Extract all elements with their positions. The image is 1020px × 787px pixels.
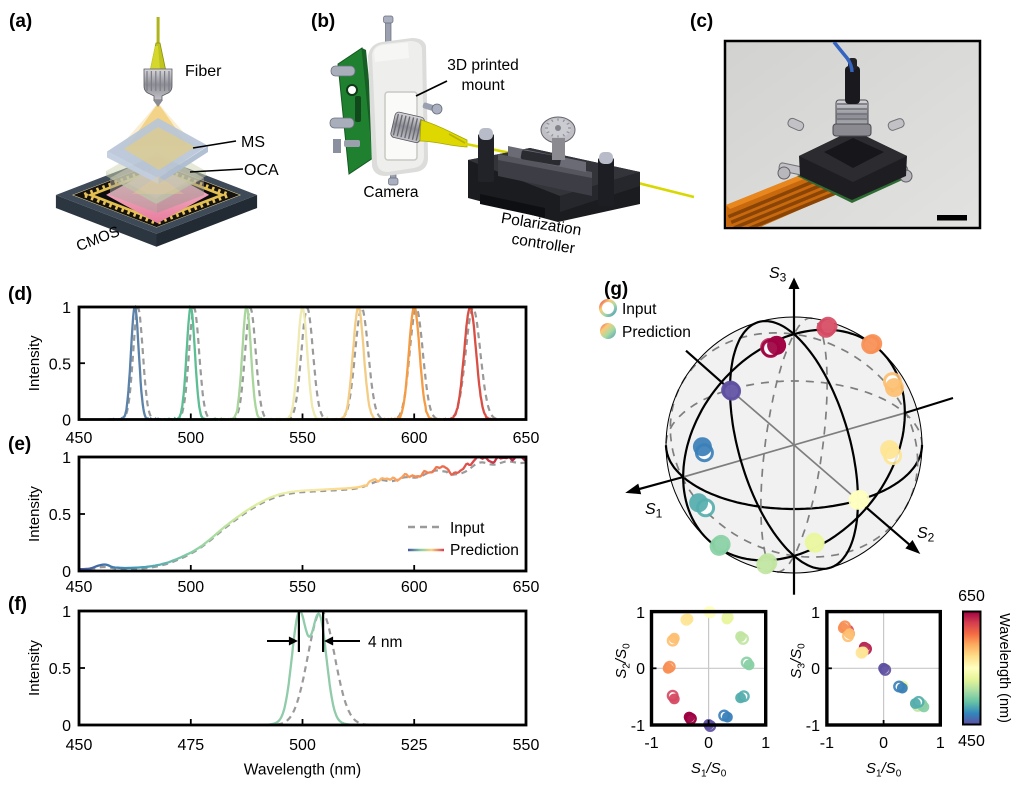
- svg-text:4 nm: 4 nm: [368, 634, 402, 651]
- svg-text:500: 500: [289, 737, 316, 754]
- svg-text:1: 1: [811, 605, 820, 622]
- svg-text:-1: -1: [820, 735, 834, 752]
- svg-text:0: 0: [62, 413, 71, 430]
- svg-text:600: 600: [401, 579, 428, 596]
- svg-text:mount: mount: [461, 77, 505, 94]
- svg-text:S3: S3: [769, 265, 787, 285]
- svg-text:1: 1: [62, 450, 71, 467]
- svg-text:S1: S1: [645, 501, 663, 521]
- svg-text:(a): (a): [9, 11, 32, 32]
- svg-text:-1: -1: [644, 735, 658, 752]
- svg-text:475: 475: [177, 737, 204, 754]
- svg-text:MS: MS: [241, 134, 265, 151]
- svg-text:3D printed: 3D printed: [447, 57, 519, 74]
- svg-text:500: 500: [177, 579, 204, 596]
- svg-text:525: 525: [401, 737, 428, 754]
- svg-text:0.5: 0.5: [49, 507, 71, 524]
- svg-text:Prediction: Prediction: [450, 542, 519, 559]
- svg-text:Wavelength (nm): Wavelength (nm): [244, 762, 361, 779]
- svg-text:550: 550: [513, 737, 540, 754]
- svg-text:1: 1: [761, 735, 770, 752]
- svg-text:Intensity: Intensity: [26, 335, 43, 391]
- svg-text:0: 0: [636, 661, 645, 678]
- svg-text:450: 450: [66, 737, 93, 754]
- svg-text:0.5: 0.5: [49, 356, 71, 373]
- svg-text:(f): (f): [8, 594, 27, 615]
- svg-text:OCA: OCA: [244, 162, 279, 179]
- svg-text:Camera: Camera: [363, 184, 419, 201]
- svg-text:1: 1: [62, 300, 71, 317]
- svg-text:S3/S0: S3/S0: [788, 643, 808, 679]
- svg-text:(d): (d): [8, 284, 32, 305]
- svg-text:450: 450: [958, 733, 985, 750]
- svg-text:Input: Input: [450, 520, 485, 537]
- svg-text:Input: Input: [622, 301, 657, 318]
- svg-text:550: 550: [289, 430, 316, 447]
- svg-text:1: 1: [936, 735, 945, 752]
- svg-text:650: 650: [513, 579, 540, 596]
- svg-text:S2/S0: S2/S0: [613, 643, 633, 679]
- svg-text:(e): (e): [8, 434, 31, 455]
- svg-text:650: 650: [958, 588, 985, 605]
- svg-text:Intensity: Intensity: [26, 640, 43, 696]
- svg-text:450: 450: [66, 579, 93, 596]
- svg-text:0: 0: [811, 661, 820, 678]
- svg-text:550: 550: [289, 579, 316, 596]
- svg-text:500: 500: [177, 430, 204, 447]
- svg-text:650: 650: [513, 430, 540, 447]
- svg-text:S1/S0: S1/S0: [691, 760, 727, 780]
- svg-text:-1: -1: [631, 718, 645, 735]
- svg-text:0: 0: [704, 735, 713, 752]
- svg-text:Prediction: Prediction: [622, 324, 691, 341]
- svg-text:Intensity: Intensity: [26, 486, 43, 542]
- svg-text:1: 1: [636, 605, 645, 622]
- svg-text:Wavelength (nm): Wavelength (nm): [996, 613, 1012, 723]
- svg-text:0: 0: [62, 718, 71, 735]
- svg-text:(g): (g): [604, 279, 628, 300]
- svg-text:Fiber: Fiber: [185, 63, 222, 80]
- svg-text:S2: S2: [917, 525, 935, 545]
- svg-text:0: 0: [879, 735, 888, 752]
- svg-text:600: 600: [401, 430, 428, 447]
- svg-text:(c): (c): [690, 11, 713, 32]
- svg-text:(b): (b): [311, 11, 335, 32]
- svg-text:450: 450: [66, 430, 93, 447]
- svg-text:-1: -1: [806, 718, 820, 735]
- svg-text:0.5: 0.5: [49, 661, 71, 678]
- svg-text:S1/S0: S1/S0: [866, 760, 902, 780]
- svg-text:0: 0: [62, 564, 71, 581]
- svg-text:1: 1: [62, 604, 71, 621]
